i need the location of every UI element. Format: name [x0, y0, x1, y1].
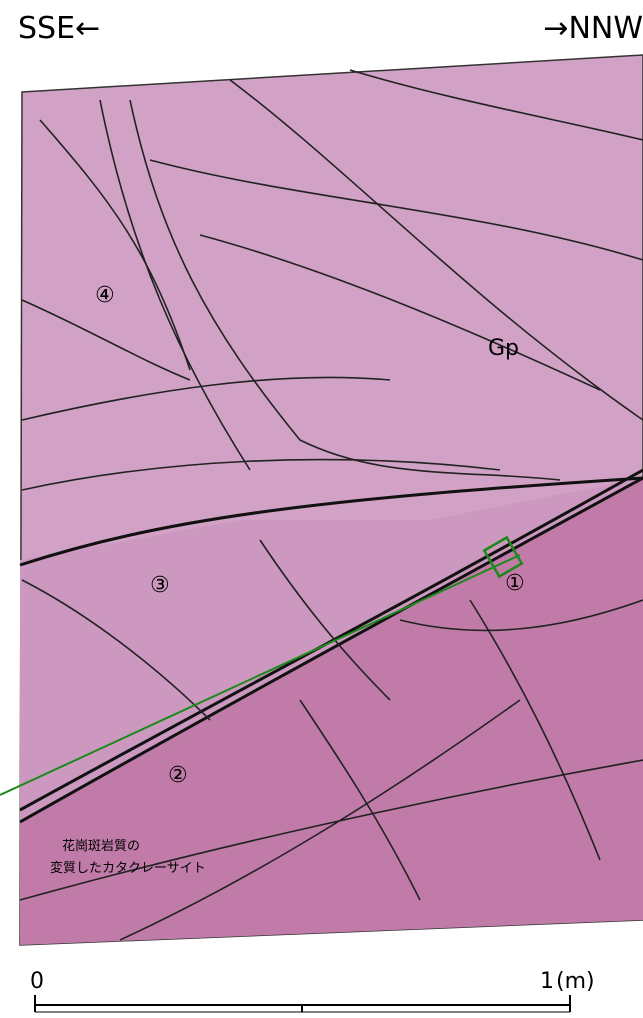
zone-label: ① — [505, 571, 525, 596]
caption: 花崗斑岩質の — [62, 838, 140, 854]
caption: 変質したカタクレーサイト — [50, 860, 206, 876]
unit-label: Gp — [488, 336, 519, 361]
zone-label: ③ — [150, 573, 170, 598]
scale-unit: (m) — [556, 969, 595, 994]
diagram: SSE← →NNW Gp ④ ③ ② ① 花崗斑岩質の 変質したカタクレーサイト — [0, 0, 643, 1018]
zone-label: ② — [168, 763, 188, 788]
direction-right: →NNW — [543, 11, 643, 46]
scale-start: 0 — [30, 969, 44, 994]
scale-end: 1 — [540, 969, 554, 994]
scale-bar — [35, 995, 570, 1012]
direction-left: SSE← — [18, 11, 100, 46]
zone-label: ④ — [95, 283, 115, 308]
